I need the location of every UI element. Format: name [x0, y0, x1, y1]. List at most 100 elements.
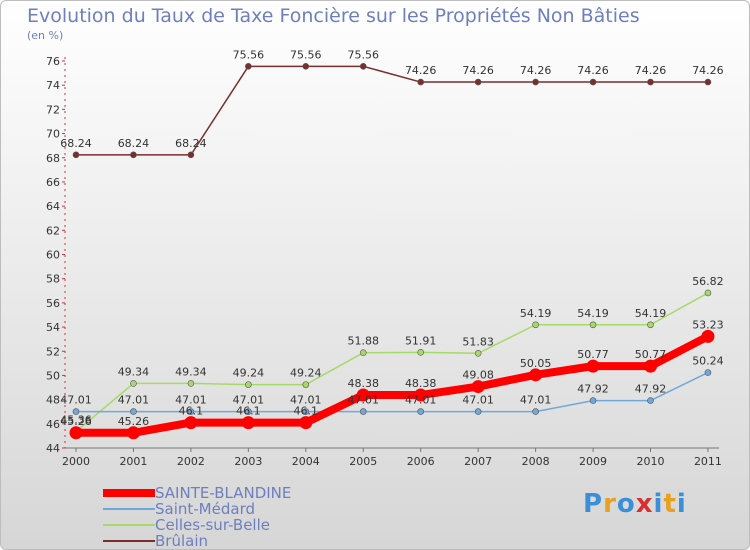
data-point-saint-m-dard — [474, 408, 482, 415]
data-point-celles-sur-belle — [302, 381, 310, 388]
x-tick-label: 2009 — [579, 455, 607, 468]
logo-letter: o — [616, 489, 636, 519]
data-label-sainte-blandine: 45.26 — [118, 415, 150, 428]
axes: 44 46 48 50 52 54 56 58 60 62 64 66 68 70 72 74 76 2000 20… — [46, 55, 722, 468]
data-label-br-lain: 74.26 — [520, 64, 552, 77]
data-point-br-lain — [302, 63, 310, 70]
data-point-celles-sur-belle — [647, 321, 654, 329]
data-point-br-lain — [187, 151, 195, 159]
data-label-sainte-blandine: 45.26 — [60, 415, 92, 428]
data-point-sainte-blandine — [471, 380, 485, 394]
data-point-sainte-blandine — [701, 329, 715, 343]
data-label-celles-sur-belle: 54.19 — [520, 307, 552, 320]
data-label-sainte-blandine: 46.1 — [179, 405, 204, 418]
data-label-saint-m-dard: 47.92 — [577, 383, 609, 396]
y-tick-label: 70 — [46, 128, 60, 141]
legend-item-sainte-blandine: SAINTE-BLANDINE — [101, 485, 361, 501]
data-label-celles-sur-belle: 49.24 — [233, 367, 265, 380]
data-point-sainte-blandine — [414, 388, 428, 402]
data-point-celles-sur-belle — [532, 321, 539, 329]
data-label-sainte-blandine: 48.38 — [405, 377, 437, 390]
unit-label: (en %) — [27, 29, 64, 42]
data-label-celles-sur-belle: 54.19 — [635, 307, 667, 320]
data-point-br-lain — [359, 63, 367, 70]
data-label-sainte-blandine: 46.1 — [236, 405, 261, 418]
data-label-sainte-blandine: 50.77 — [577, 348, 609, 361]
series-labels: 68.24 68.24 68.24 75.56 75.56 75.56 74.26 74.26… — [60, 48, 723, 427]
x-tick-label: 2000 — [62, 455, 90, 468]
data-point-saint-m-dard — [417, 408, 425, 415]
data-label-br-lain: 74.26 — [405, 64, 437, 77]
data-label-saint-m-dard: 47.92 — [635, 383, 667, 396]
y-tick-label: 64 — [46, 200, 60, 213]
x-tick-label: 2010 — [637, 455, 665, 468]
data-point-br-lain — [532, 78, 539, 86]
data-label-br-lain: 74.26 — [577, 64, 609, 77]
data-label-celles-sur-belle: 51.83 — [462, 335, 494, 348]
data-point-celles-sur-belle — [245, 381, 252, 388]
logo-letter: x — [635, 489, 654, 519]
data-point-celles-sur-belle — [589, 321, 597, 329]
data-label-sainte-blandine: 50.77 — [635, 348, 667, 361]
data-point-sainte-blandine — [644, 359, 657, 373]
data-label-saint-m-dard: 50.24 — [692, 355, 724, 368]
data-label-sainte-blandine: 48.38 — [348, 377, 380, 390]
data-point-br-lain — [589, 78, 597, 86]
y-tick-label: 72 — [46, 103, 60, 116]
logo-letter: i — [676, 489, 687, 519]
legend-swatch — [103, 489, 155, 497]
data-label-sainte-blandine: 53.23 — [692, 318, 724, 331]
data-point-saint-m-dard — [359, 408, 367, 415]
data-label-br-lain: 68.24 — [175, 137, 207, 150]
data-label-br-lain: 74.26 — [692, 64, 724, 77]
data-point-saint-m-dard — [302, 408, 310, 415]
data-label-saint-m-dard: 47.01 — [118, 394, 150, 407]
data-label-br-lain: 75.56 — [290, 48, 322, 61]
legend-swatch — [103, 540, 155, 542]
data-label-br-lain: 75.56 — [233, 48, 265, 61]
logo-letter: P — [583, 489, 604, 519]
logo-letter: i — [653, 489, 664, 519]
data-point-saint-m-dard — [589, 397, 597, 404]
data-label-celles-sur-belle: 45.36 — [60, 414, 92, 427]
x-tick-label: 2002 — [177, 455, 205, 468]
series-line-saint-m-dard — [75, 371, 709, 413]
series-lines — [72, 65, 712, 437]
y-tick-label: 76 — [46, 55, 60, 68]
data-point-sainte-blandine — [126, 426, 140, 440]
data-point-br-lain — [130, 151, 137, 159]
data-label-celles-sur-belle: 49.24 — [290, 367, 322, 380]
data-label-celles-sur-belle: 56.82 — [692, 275, 724, 288]
x-tick-label: 2004 — [292, 455, 320, 468]
x-tick-label: 2006 — [407, 455, 435, 468]
data-label-br-lain: 74.26 — [462, 64, 494, 77]
data-point-saint-m-dard — [187, 408, 195, 415]
y-tick-label: 54 — [46, 321, 60, 334]
data-point-br-lain — [245, 63, 252, 70]
data-point-saint-m-dard — [704, 369, 712, 376]
data-label-sainte-blandine: 49.08 — [462, 369, 494, 382]
y-tick-label: 58 — [46, 273, 60, 286]
x-tick-label: 2011 — [694, 455, 722, 468]
legend-item-br-lain: Brûlain — [101, 533, 361, 549]
data-point-br-lain — [417, 78, 425, 86]
y-tick-label: 46 — [46, 418, 60, 431]
data-point-sainte-blandine — [586, 359, 600, 373]
data-label-celles-sur-belle: 51.91 — [405, 334, 437, 347]
data-label-br-lain: 75.56 — [348, 48, 380, 61]
data-point-saint-m-dard — [647, 397, 654, 404]
chart-title: Evolution du Taux de Taxe Foncière sur l… — [27, 5, 640, 27]
data-point-saint-m-dard — [130, 408, 137, 415]
data-point-br-lain — [704, 78, 712, 86]
legend-label: Saint-Médard — [155, 500, 255, 518]
data-label-celles-sur-belle: 49.34 — [118, 365, 150, 378]
data-point-br-lain — [647, 78, 654, 86]
legend-item-celles-sur-belle: Celles-sur-Belle — [101, 517, 361, 533]
x-tick-label: 2007 — [464, 455, 492, 468]
legend-swatch — [103, 524, 155, 526]
data-point-saint-m-dard — [245, 408, 252, 415]
data-point-celles-sur-belle — [704, 289, 712, 297]
data-label-br-lain: 68.24 — [60, 137, 92, 150]
